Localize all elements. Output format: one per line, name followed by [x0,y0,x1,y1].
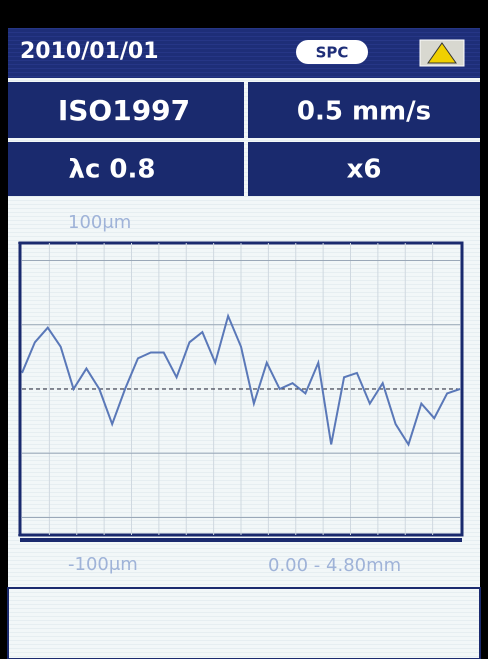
device-screen: 2010/01/01 SPC ISO1997 0.5 mm/s λc 0.8 x… [0,0,488,659]
cutoff: λc 0.8 [69,155,156,185]
x-range: 0.00 - 4.80mm [268,555,401,576]
display: 2010/01/01 SPC ISO1997 0.5 mm/s λc 0.8 x… [0,0,488,659]
bottom-panel [8,588,480,659]
y-tick-label: 100μm [68,212,131,233]
standard: ISO1997 [58,94,190,127]
y-tick-label: -100μm [68,554,138,575]
date: 2010/01/01 [20,39,159,64]
mode: SPC [316,44,349,62]
speed: 0.5 mm/s [297,97,431,127]
cutoff-count: x6 [347,155,382,185]
